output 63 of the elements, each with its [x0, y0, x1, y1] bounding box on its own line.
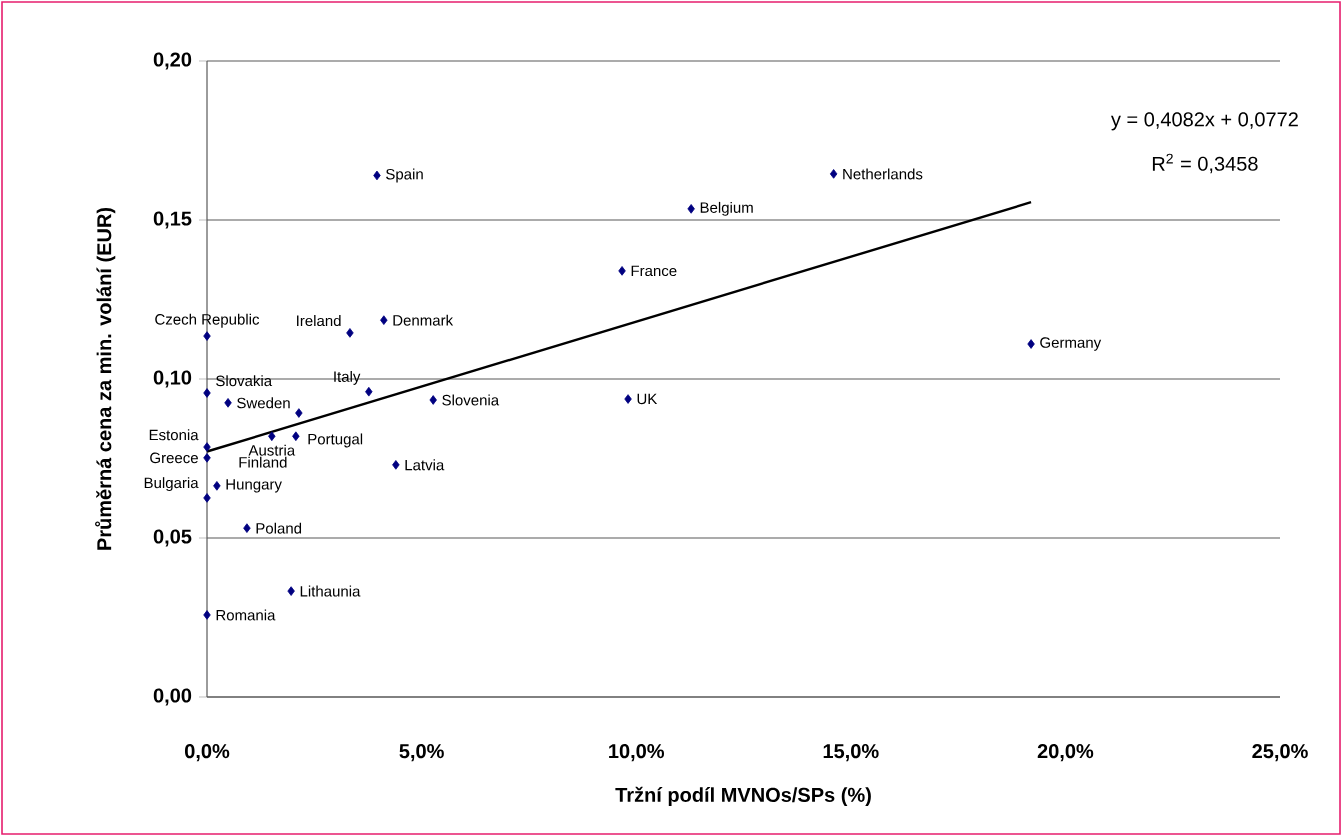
annotation: Slovakia	[216, 375, 273, 387]
annotation: Poland	[256, 522, 302, 534]
point	[203, 453, 211, 463]
point	[392, 460, 400, 470]
annotation: Finland	[239, 456, 287, 468]
y-tick-label: 0,05	[153, 529, 192, 547]
point	[829, 169, 838, 179]
point	[365, 386, 373, 397]
y-tick-label: 0,20	[153, 52, 192, 70]
point	[203, 442, 211, 452]
annotation: Slovenia	[442, 394, 500, 406]
point	[687, 204, 695, 214]
point	[429, 395, 437, 405]
point	[618, 266, 626, 276]
annotation: Sweden	[237, 397, 290, 409]
annotation: Austria	[248, 444, 296, 456]
annotation: Latvia	[405, 459, 445, 471]
annotation: Spain	[386, 168, 423, 183]
annotation: Denmark	[393, 314, 454, 326]
point	[213, 481, 221, 491]
point	[346, 328, 354, 338]
annotation: Greece	[150, 452, 198, 464]
annotation: R$^{2}$ = 0,3458	[1152, 153, 1258, 174]
x-tick-label: 0,0%	[185, 744, 230, 762]
point	[224, 398, 232, 408]
annotation: Hungary	[226, 479, 282, 493]
point	[203, 493, 211, 503]
annotation: Romania	[216, 609, 276, 621]
x-tick-label: 20,0%	[1037, 744, 1094, 762]
y-tick-label: 0,00	[153, 688, 192, 706]
x-tick-label: 5,0%	[399, 744, 444, 762]
y-axis-title: Průměrná cena za min. volání (EUR)	[95, 207, 116, 550]
point	[373, 170, 381, 181]
point	[287, 586, 295, 596]
annotation: Germany	[1040, 337, 1102, 351]
annotation: Lithaunia	[300, 585, 361, 597]
point	[624, 394, 632, 404]
point	[203, 331, 211, 341]
y-tick-label: 0,10	[153, 370, 192, 388]
point	[268, 431, 276, 442]
point	[203, 388, 211, 398]
annotation: Bulgaria	[144, 477, 199, 492]
annotation: y = 0,4082x + 0,0772	[1110, 112, 1298, 131]
x-tick-label: 15,0%	[823, 744, 879, 762]
point	[295, 408, 303, 418]
annotation: UK	[637, 393, 658, 405]
annotation: Portugal	[308, 433, 363, 448]
point	[380, 315, 388, 325]
annotation: Italy	[334, 370, 361, 385]
y-tick-label: 0,15	[153, 211, 192, 229]
point	[292, 431, 300, 442]
x-tick-label: 10,0%	[609, 744, 665, 762]
point	[1027, 339, 1035, 349]
annotation: Estonia	[149, 429, 199, 441]
annotation: Ireland	[297, 315, 341, 327]
annotation: Netherlands	[843, 168, 923, 180]
annotation: France	[631, 265, 677, 277]
point	[243, 523, 251, 533]
x-tick-label: 25,0%	[1252, 744, 1308, 762]
point	[203, 610, 211, 620]
annotation: Belgium	[700, 201, 753, 216]
x-axis-title: Tržní podíl MVNOs/SPs (%)	[615, 786, 871, 806]
annotation: Czech Republic	[155, 313, 260, 328]
